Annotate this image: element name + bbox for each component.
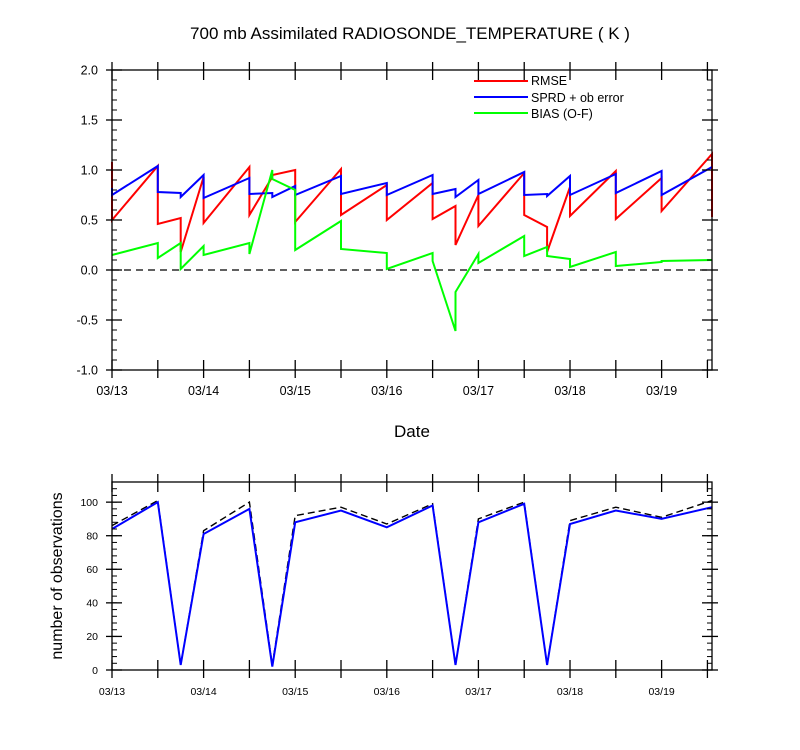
- bottom-series-group: [111, 499, 713, 667]
- x-tick-label: 03/16: [371, 384, 402, 398]
- y-tick-label: 1.0: [81, 164, 98, 178]
- bottom-y-tick-labels: 0 20 40 60 80 100: [80, 497, 98, 677]
- x-tick-label: 03/15: [280, 384, 311, 398]
- series-line-sprd-ob-error: [111, 164, 713, 200]
- top-panel: 700 mb Assimilated RADIOSONDE_TEMPERATUR…: [76, 24, 718, 441]
- top-x-tick-labels: 03/13 03/14 03/15 03/16 03/17 03/18 03/19: [96, 384, 677, 398]
- y-tick-label: 0: [92, 665, 98, 677]
- y-tick-label: 20: [86, 631, 98, 643]
- y-tick-label: 2.0: [81, 64, 98, 78]
- x-tick-label: 03/17: [465, 686, 491, 698]
- y-tick-label: 0.0: [81, 264, 98, 278]
- bottom-x-tick-labels: 03/13 03/14 03/15 03/16 03/17 03/18 03/19: [99, 686, 675, 698]
- x-tick-label: 03/13: [96, 384, 127, 398]
- x-tick-label: 03/17: [463, 384, 494, 398]
- legend-label-rmse: RMSE: [531, 74, 567, 88]
- legend: RMSE SPRD + ob error BIAS (O-F): [474, 74, 624, 121]
- x-tick-label: 03/13: [99, 686, 125, 698]
- y-tick-label: -0.5: [76, 314, 98, 328]
- series-line-rmse: [111, 151, 713, 253]
- bottom-ticks: [106, 474, 718, 678]
- top-y-tick-labels: -1.0 -0.5 0.0 0.5 1.0 1.5 2.0: [76, 64, 98, 378]
- top-ticks: [106, 62, 718, 378]
- x-tick-label: 03/18: [554, 384, 585, 398]
- x-tick-label: 03/14: [188, 384, 219, 398]
- series-line-assimilated: [111, 500, 713, 667]
- top-series-group: [111, 151, 713, 332]
- x-axis-title: Date: [394, 422, 430, 441]
- y-tick-label: 40: [86, 598, 98, 610]
- y-tick-label: -1.0: [76, 364, 98, 378]
- bottom-plot-frame: [111, 481, 713, 671]
- x-tick-label: 03/14: [190, 686, 216, 698]
- legend-label-bias: BIAS (O-F): [531, 107, 593, 121]
- x-tick-label: 03/19: [648, 686, 674, 698]
- chart-title: 700 mb Assimilated RADIOSONDE_TEMPERATUR…: [190, 24, 630, 43]
- y-tick-label: 0.5: [81, 214, 98, 228]
- y-tick-label: 100: [80, 497, 98, 509]
- legend-label-sprd: SPRD + ob error: [531, 91, 624, 105]
- y-axis-title-observations: number of observations: [49, 492, 66, 659]
- x-tick-label: 03/16: [374, 686, 400, 698]
- x-tick-label: 03/19: [646, 384, 677, 398]
- top-plot-frame: [111, 69, 713, 371]
- series-line-bias-o-f: [111, 169, 713, 332]
- y-tick-label: 1.5: [81, 114, 98, 128]
- y-tick-label: 60: [86, 564, 98, 576]
- x-tick-label: 03/18: [557, 686, 583, 698]
- x-tick-label: 03/15: [282, 686, 308, 698]
- y-tick-label: 80: [86, 530, 98, 542]
